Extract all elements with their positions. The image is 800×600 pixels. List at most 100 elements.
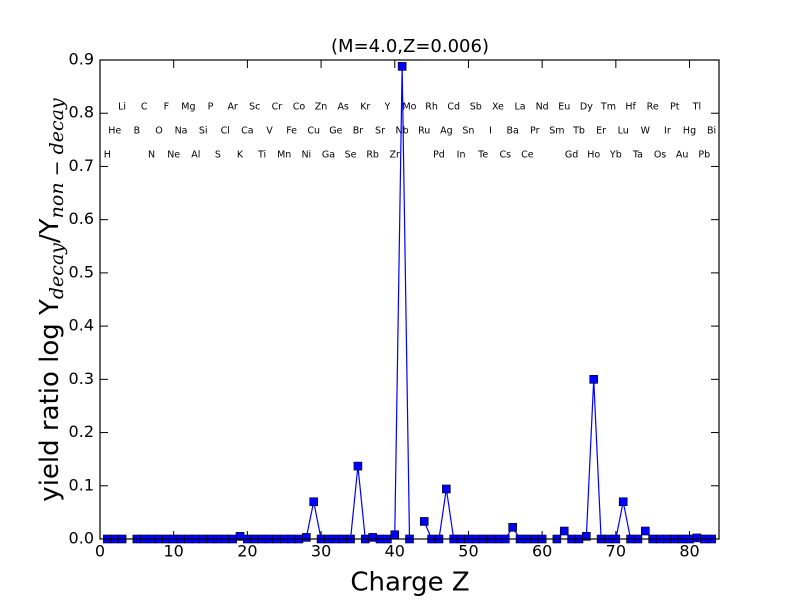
element-label: Ba	[506, 126, 518, 137]
y-label-sub: decay	[46, 243, 68, 299]
element-label: Na	[175, 126, 188, 137]
data-point	[559, 526, 569, 536]
element-label: Fe	[286, 126, 297, 137]
element-label: Ti	[257, 150, 266, 161]
element-label: Cu	[307, 126, 320, 137]
y-tick-label: 0.2	[69, 422, 94, 441]
element-label: Rb	[366, 150, 379, 161]
y-tick-label: 0.0	[69, 529, 94, 548]
x-tick-label: 0	[95, 542, 105, 561]
y-tick-label: 0.6	[69, 209, 94, 228]
element-label: In	[457, 150, 466, 161]
data-point	[442, 484, 451, 494]
data-point	[353, 461, 363, 471]
y-tick-label: 0.7	[69, 156, 94, 175]
element-label: V	[266, 126, 273, 137]
element-label: Yb	[609, 150, 622, 161]
element-label: W	[641, 126, 651, 137]
element-label: Er	[596, 126, 606, 137]
y-label-main: yield ratio log Y	[35, 299, 65, 502]
element-label: Sn	[462, 126, 474, 137]
element-label: H	[104, 150, 111, 161]
element-label: Al	[191, 150, 200, 161]
x-axis-label: Charge Z	[350, 568, 469, 598]
data-point	[582, 532, 591, 541]
element-label: B	[134, 126, 141, 137]
element-label: Eu	[558, 102, 570, 113]
element-label: Ne	[167, 150, 180, 161]
element-label: La	[514, 102, 525, 113]
data-point	[368, 533, 377, 542]
element-label: Pd	[433, 150, 445, 161]
element-label: Re	[647, 102, 659, 113]
element-label: Tm	[600, 102, 616, 113]
element-label: K	[237, 150, 244, 161]
element-label: Cr	[272, 102, 283, 113]
element-label: Ta	[632, 150, 643, 161]
data-point	[508, 522, 517, 532]
element-label: Dy	[580, 102, 593, 113]
element-label: As	[337, 102, 348, 113]
element-label: He	[108, 126, 121, 137]
element-label: Si	[199, 126, 208, 137]
data-point	[618, 497, 628, 507]
data-point	[397, 62, 407, 71]
element-label: Zr	[390, 150, 401, 161]
element-label: Mo	[402, 102, 416, 113]
data-point	[390, 530, 400, 540]
chart-title: (M=4.0,Z=0.006)	[331, 36, 489, 57]
element-label: O	[155, 126, 162, 137]
element-label: Co	[293, 102, 306, 113]
element-label: Y	[383, 102, 390, 113]
element-label: Hf	[625, 102, 636, 113]
element-label: Gd	[565, 150, 578, 161]
y-label-mid: /Y	[35, 218, 65, 243]
x-tick-label: 30	[311, 542, 331, 561]
element-label: Kr	[360, 102, 370, 113]
data-point	[309, 497, 319, 507]
element-label: Ga	[322, 150, 335, 161]
data-point	[419, 517, 429, 526]
element-label: Ca	[241, 126, 253, 137]
x-tick-label: 10	[164, 542, 184, 561]
x-tick-label: 50	[458, 542, 478, 561]
element-label: Sr	[375, 126, 385, 137]
element-label: Ir	[664, 126, 671, 137]
element-label: Hg	[683, 126, 696, 137]
data-point	[589, 375, 599, 384]
x-tick-label: 70	[606, 542, 626, 561]
x-tick-label: 40	[385, 542, 405, 561]
element-label: Tl	[692, 102, 701, 113]
element-label: Sm	[549, 126, 564, 137]
element-label: Sc	[249, 102, 260, 113]
element-label: Tb	[572, 126, 585, 137]
y-tick-label: 0.8	[69, 103, 94, 122]
element-label: Au	[676, 150, 689, 161]
element-label: Pr	[530, 126, 540, 137]
x-tick-label: 80	[679, 542, 699, 561]
element-label: Xe	[492, 102, 504, 113]
element-label: Lu	[618, 126, 629, 137]
element-label: Nd	[536, 102, 549, 113]
element-label: Pb	[698, 150, 710, 161]
y-tick-label: 0.1	[69, 475, 94, 494]
element-label: Cs	[500, 150, 512, 161]
element-label: Ag	[440, 126, 453, 137]
data-point	[641, 526, 650, 536]
data-point	[302, 533, 311, 542]
y-tick-label: 0.3	[69, 369, 94, 388]
element-label: Cl	[221, 126, 230, 137]
element-label: S	[215, 150, 221, 161]
element-label: Se	[345, 150, 357, 161]
y-tick-label: 0.4	[69, 316, 94, 335]
y-axis-label: yield ratio log Ydecay/Ynon − decay	[35, 98, 69, 502]
element-label: P	[208, 102, 214, 113]
x-tick-label: 60	[532, 542, 552, 561]
element-label: Pt	[670, 102, 680, 113]
data-point	[692, 533, 702, 543]
element-label: Li	[118, 102, 126, 113]
element-label: Ce	[521, 150, 534, 161]
element-label: I	[489, 126, 492, 137]
element-label: Mn	[277, 150, 291, 161]
